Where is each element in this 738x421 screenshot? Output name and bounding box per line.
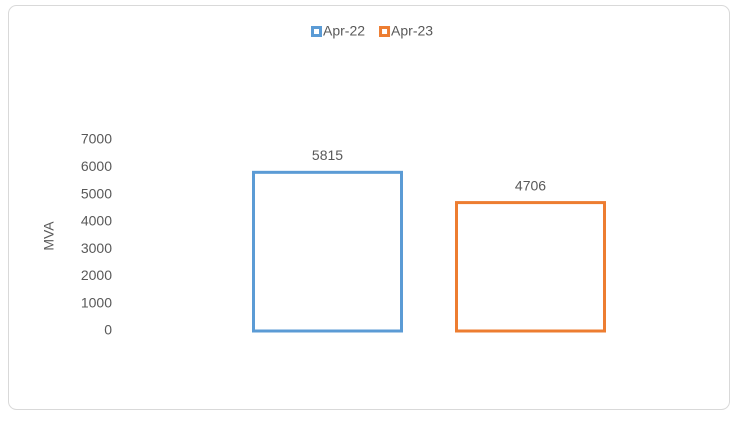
chart-frame <box>8 5 730 410</box>
y-axis-label: MVA <box>41 221 57 251</box>
y-tick-label: 6000 <box>81 158 112 174</box>
y-tick-label: 7000 <box>81 131 112 147</box>
data-label: 5815 <box>312 147 343 163</box>
data-label: 4706 <box>515 177 546 193</box>
bar <box>252 170 403 333</box>
bar <box>455 201 606 333</box>
y-tick-label: 4000 <box>81 213 112 229</box>
y-tick-label: 3000 <box>81 240 112 256</box>
legend-swatch <box>311 26 322 37</box>
y-tick-label: 5000 <box>81 185 112 201</box>
legend-swatch <box>379 26 391 37</box>
legend-label: Apr-22 <box>323 23 365 39</box>
y-tick-label: 0 <box>104 322 112 338</box>
legend-label: Apr-23 <box>391 23 433 39</box>
y-tick-label: 1000 <box>81 294 112 310</box>
y-tick-label: 2000 <box>81 267 112 283</box>
